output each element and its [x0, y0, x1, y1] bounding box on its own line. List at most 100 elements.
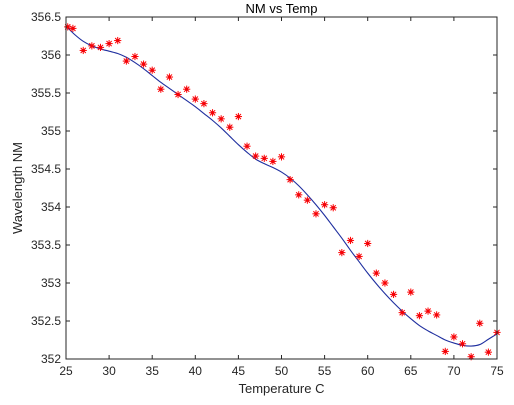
data-point	[105, 40, 113, 48]
data-point	[191, 95, 199, 103]
x-axis-ticks: 25 30 35 40 45 50 55 60 65 70 75	[59, 17, 504, 378]
data-point-stroke	[166, 74, 173, 80]
data-point	[183, 85, 191, 93]
data-point	[372, 269, 380, 277]
data-point	[277, 153, 286, 161]
y-tick-label: 356.5	[31, 10, 61, 24]
data-point-stroke	[269, 158, 276, 165]
data-point	[269, 157, 277, 165]
data-point	[312, 210, 320, 218]
data-point	[226, 123, 234, 131]
y-tick-label: 353.5	[31, 238, 61, 252]
data-point-stroke	[209, 109, 216, 116]
data-point-stroke	[278, 153, 285, 160]
data-point	[131, 52, 139, 61]
data-point	[64, 23, 72, 31]
data-point	[338, 249, 346, 257]
x-tick-label: 25	[59, 364, 73, 378]
x-tick-label: 40	[189, 364, 203, 378]
data-point	[88, 42, 96, 50]
data-point	[200, 100, 208, 108]
data-point-stroke	[373, 270, 380, 277]
data-point-stroke	[114, 37, 121, 44]
data-point	[174, 90, 182, 99]
data-point	[424, 307, 432, 315]
x-tick-label: 75	[490, 364, 504, 378]
data-point	[346, 236, 355, 245]
data-point-stroke	[485, 349, 492, 356]
data-point	[467, 353, 475, 361]
x-axis-title: Temperature C	[239, 381, 325, 396]
y-tick-label: 353	[41, 276, 61, 290]
data-point-stroke	[140, 61, 147, 68]
data-point-stroke	[218, 115, 225, 122]
data-point-stroke	[356, 253, 363, 260]
data-point-stroke	[183, 86, 190, 93]
data-point	[321, 201, 329, 209]
data-point	[364, 239, 372, 248]
data-point-stroke	[175, 91, 182, 98]
data-point	[441, 347, 449, 355]
data-point	[433, 311, 441, 319]
data-point-stroke	[450, 334, 457, 340]
data-point	[114, 36, 122, 45]
data-point	[252, 152, 260, 160]
fit-line-layer	[65, 25, 498, 347]
data-point-stroke	[330, 204, 337, 211]
data-point	[329, 204, 337, 212]
y-tick-label: 352.5	[31, 314, 61, 328]
chart-title: NM vs Temp	[246, 1, 318, 16]
x-tick-label: 45	[232, 364, 246, 378]
data-point-stroke	[425, 308, 431, 315]
data-point-stroke	[192, 96, 199, 103]
data-point	[381, 279, 389, 287]
data-point-stroke	[468, 353, 475, 360]
data-point	[286, 176, 294, 184]
data-point-stroke	[149, 67, 156, 74]
plot-area	[66, 17, 497, 359]
data-point-stroke	[132, 53, 138, 60]
data-point-stroke	[295, 191, 302, 198]
data-point-stroke	[459, 340, 466, 347]
data-point-stroke	[80, 47, 87, 54]
data-point	[398, 309, 406, 317]
x-tick-label: 65	[404, 364, 418, 378]
data-point-stroke	[476, 320, 483, 327]
data-point-stroke	[252, 153, 259, 160]
data-point-stroke	[200, 100, 207, 107]
data-point	[484, 348, 492, 356]
data-point-stroke	[321, 201, 328, 208]
y-tick-label: 355	[41, 124, 61, 138]
data-point-stroke	[244, 143, 250, 150]
data-point-stroke	[97, 44, 104, 51]
data-point-stroke	[235, 113, 242, 120]
data-point	[69, 24, 77, 32]
marker-layer	[64, 23, 501, 361]
x-tick-label: 60	[361, 364, 375, 378]
data-point-stroke	[313, 210, 319, 217]
data-point	[165, 73, 174, 81]
data-point	[96, 43, 105, 51]
y-axis-ticks: 352 352.5 353 353.5 354 354.5 355 355.5 356 356.5	[31, 10, 497, 366]
data-point	[476, 319, 484, 327]
data-point-stroke	[381, 280, 388, 286]
data-point	[139, 60, 148, 68]
data-point-stroke	[157, 86, 164, 93]
data-point	[79, 46, 87, 55]
data-point-stroke	[442, 348, 449, 355]
data-point	[415, 312, 424, 320]
data-point-stroke	[347, 237, 354, 244]
data-point	[217, 115, 225, 123]
data-point	[157, 85, 165, 93]
data-point-stroke	[364, 240, 371, 247]
x-tick-label: 50	[275, 364, 289, 378]
data-point-stroke	[407, 289, 414, 296]
data-point-stroke	[416, 312, 423, 319]
data-point	[148, 66, 156, 74]
data-point	[458, 340, 467, 348]
data-point-stroke	[304, 197, 311, 204]
y-tick-label: 354.5	[31, 162, 61, 176]
data-point-stroke	[88, 42, 95, 49]
data-point-stroke	[338, 249, 345, 256]
data-point	[303, 196, 311, 204]
